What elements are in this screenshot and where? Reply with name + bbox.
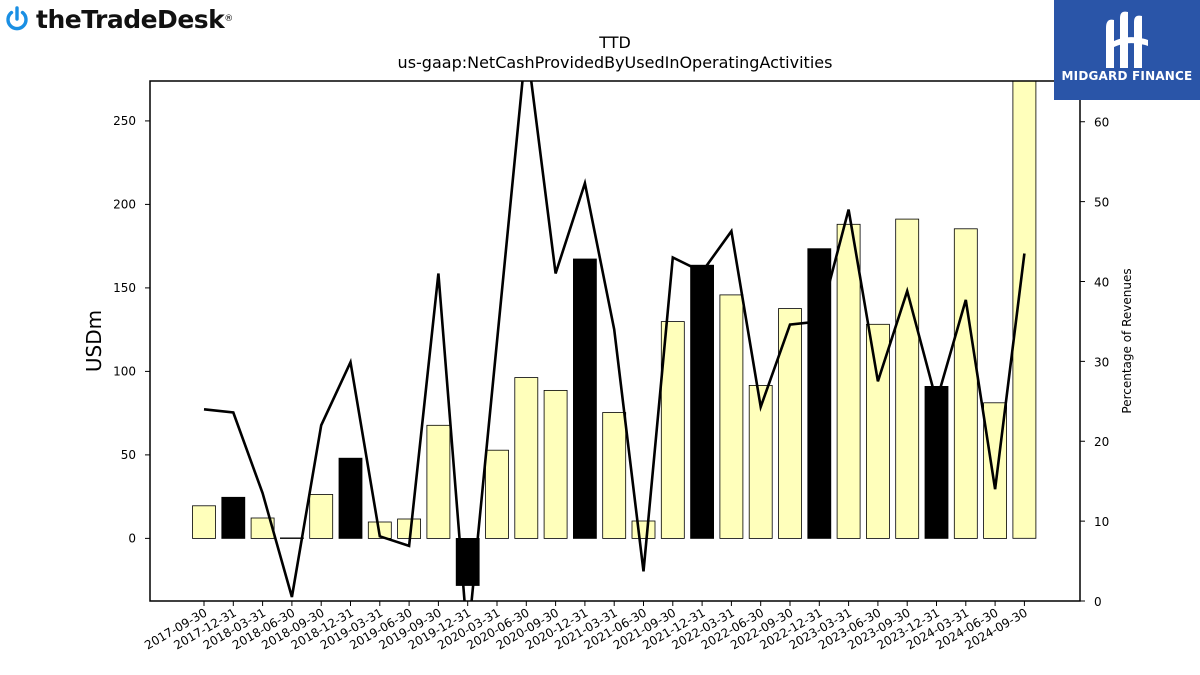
y-tick-label-0: 0: [128, 531, 136, 545]
y2-tick-label-10: 10: [1094, 515, 1109, 529]
bar-2019-09-30: [426, 424, 451, 539]
bar-2022-03-31: [719, 294, 744, 539]
tradedesk-logo: theTradeDesk ®: [4, 2, 233, 36]
y-tick-label-200: 200: [113, 197, 136, 211]
bar-2021-12-31: [690, 264, 714, 539]
bar-2023-03-31: [836, 223, 861, 539]
y2-axis-label: Percentage of Revenues: [1120, 268, 1134, 413]
bar-2023-06-30: [866, 323, 890, 539]
bar-2020-09-30: [543, 389, 568, 539]
power-icon: [6, 6, 28, 31]
bar-2020-12-31: [573, 258, 597, 539]
y2-tick-label-20: 20: [1094, 435, 1109, 449]
bar-2021-09-30: [660, 321, 685, 539]
bar-2017-09-30: [192, 505, 216, 539]
bar-2020-03-31: [485, 449, 509, 539]
bar-2018-06-30: [279, 537, 304, 539]
midgard-logo-text: MIDGARD FINANCE: [1061, 69, 1193, 83]
y2-tick-label-30: 30: [1094, 355, 1109, 369]
plot-frame: [149, 80, 1081, 602]
y2-tick-label-60: 60: [1094, 116, 1109, 130]
y-tick-label-100: 100: [113, 364, 136, 378]
y-tick-label-50: 50: [121, 448, 136, 462]
bar-2023-12-31: [924, 385, 949, 539]
bar-2023-09-30: [895, 218, 920, 539]
y2-tick-label-50: 50: [1094, 196, 1109, 210]
y2-tick-label-0: 0: [1094, 595, 1102, 609]
pct-revenue-line: [203, 81, 1026, 601]
tradedesk-logo-text: theTradeDesk: [36, 4, 225, 34]
bar-2024-09-30: [1012, 81, 1037, 539]
y-axis-label: USDm: [82, 310, 106, 372]
y-tick-label-250: 250: [113, 114, 136, 128]
bar-2018-03-31: [250, 517, 275, 539]
midgard-finance-logo: MIDGARD FINANCE: [1054, 0, 1200, 100]
bar-2022-09-30: [778, 308, 802, 539]
chart-title: TTD: [598, 33, 631, 52]
bar-2020-06-30: [514, 377, 539, 539]
y2-tick-label-40: 40: [1094, 275, 1109, 289]
chart-subtitle: us-gaap:NetCashProvidedByUsedInOperating…: [398, 53, 833, 72]
y-tick-label-150: 150: [113, 281, 136, 295]
bar-2021-06-30: [631, 520, 656, 539]
bar-2021-03-31: [602, 412, 627, 539]
bar-2018-09-30: [309, 494, 334, 539]
bar-2018-12-31: [338, 457, 363, 539]
bar-2024-03-31: [953, 228, 978, 539]
bar-2017-12-31: [221, 496, 246, 539]
midgard-logo-icon: [1106, 11, 1148, 68]
bar-2022-06-30: [748, 384, 773, 539]
